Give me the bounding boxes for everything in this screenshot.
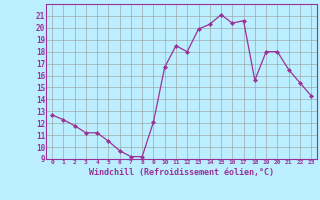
X-axis label: Windchill (Refroidissement éolien,°C): Windchill (Refroidissement éolien,°C): [89, 168, 274, 177]
